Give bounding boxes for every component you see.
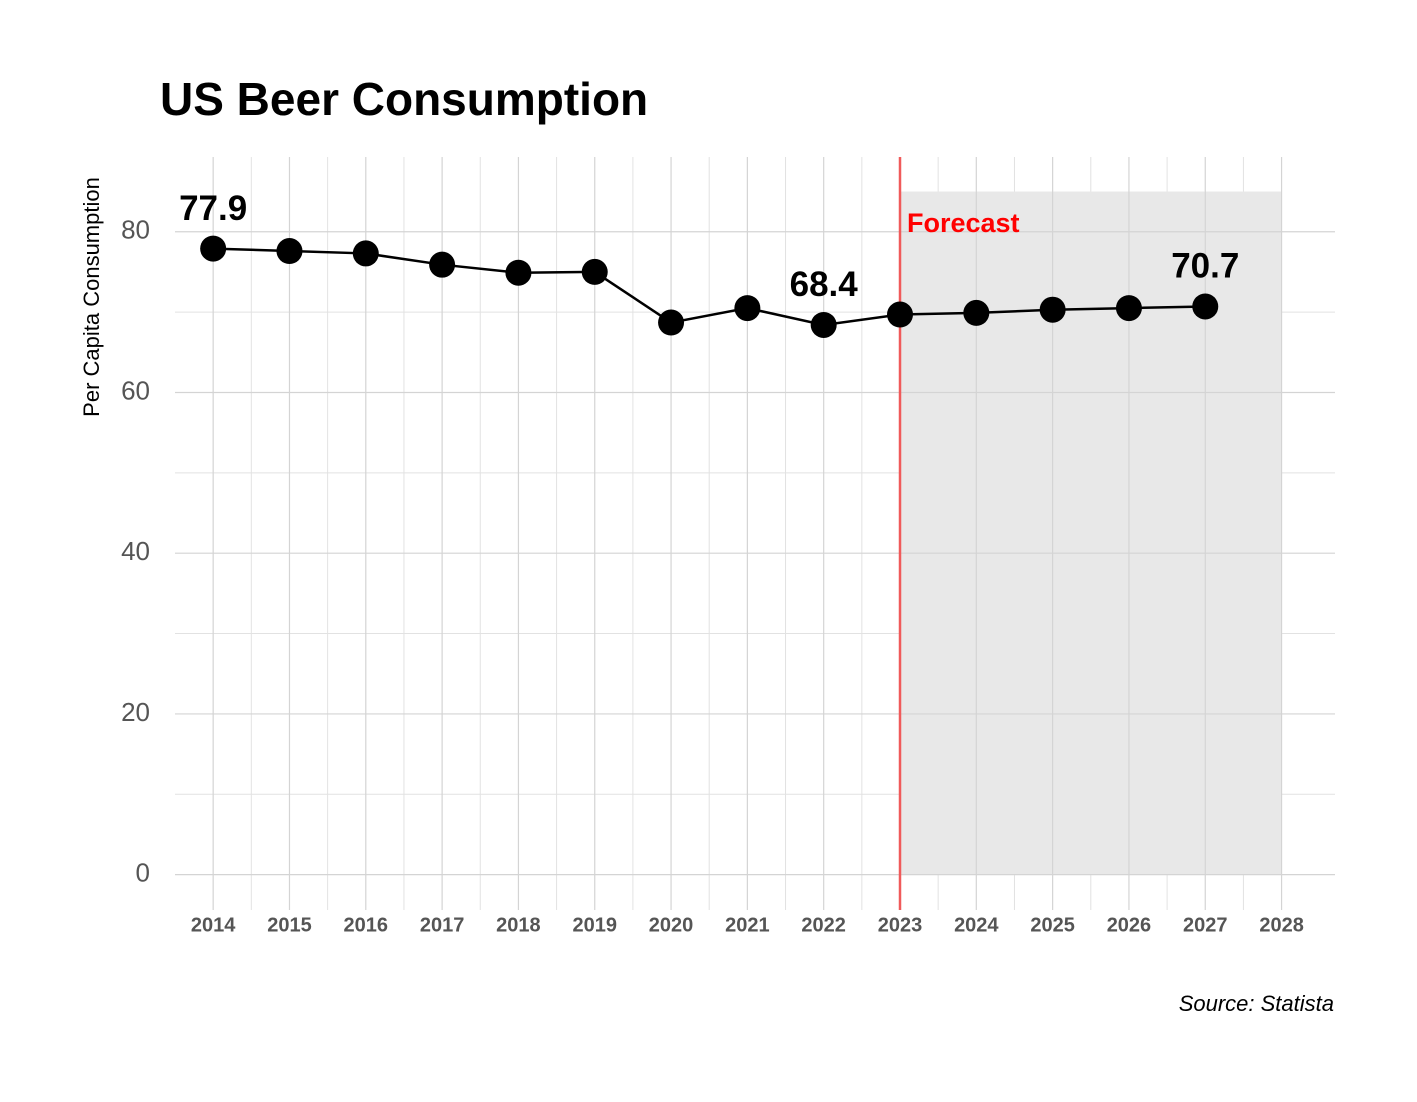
x-tick-label: 2026 bbox=[1107, 914, 1152, 936]
y-tick-label: 0 bbox=[136, 858, 150, 888]
source: Source: Statista bbox=[1179, 991, 1334, 1016]
point bbox=[887, 301, 913, 328]
x-tick-label: 2027 bbox=[1183, 914, 1228, 936]
forecast-band bbox=[900, 191, 1282, 875]
x-tick-label: 2016 bbox=[344, 914, 389, 936]
x-tick-label: 2017 bbox=[420, 914, 465, 936]
x-tick-label: 2023 bbox=[878, 914, 923, 936]
point bbox=[810, 311, 837, 338]
point bbox=[200, 235, 227, 262]
point bbox=[734, 295, 761, 322]
forecast-label: Forecast bbox=[907, 208, 1020, 238]
chart-title: US Beer Consumption bbox=[160, 73, 648, 125]
x-tick-label: 2018 bbox=[496, 914, 541, 936]
data-label: 77.9 bbox=[179, 189, 247, 228]
point bbox=[352, 240, 379, 267]
point bbox=[429, 251, 456, 278]
point bbox=[1192, 293, 1219, 320]
point bbox=[963, 299, 990, 326]
y-axis-label: Per Capita Consumption bbox=[79, 177, 104, 417]
x-tick-label: 2024 bbox=[954, 914, 999, 936]
x-tick-label: 2028 bbox=[1259, 914, 1304, 936]
x-tick-label: 2014 bbox=[191, 914, 236, 936]
data-label: 70.7 bbox=[1171, 247, 1239, 286]
point bbox=[581, 258, 608, 285]
point bbox=[276, 238, 303, 265]
y-tick-label: 40 bbox=[121, 536, 150, 566]
x-tick-label: 2021 bbox=[725, 914, 770, 936]
x-tick-label: 2019 bbox=[572, 914, 617, 936]
data-label: 68.4 bbox=[790, 265, 859, 304]
point bbox=[658, 309, 685, 336]
point bbox=[1039, 296, 1066, 323]
x-tick-label: 2022 bbox=[801, 914, 846, 936]
y-tick-label: 80 bbox=[121, 215, 150, 245]
y-tick-label: 60 bbox=[121, 375, 150, 405]
x-tick-label: 2025 bbox=[1030, 914, 1075, 936]
x-tick-label: 2015 bbox=[267, 914, 312, 936]
point bbox=[1115, 295, 1142, 322]
point bbox=[505, 259, 532, 286]
y-tick-label: 20 bbox=[121, 697, 150, 727]
x-tick-label: 2020 bbox=[649, 914, 694, 936]
